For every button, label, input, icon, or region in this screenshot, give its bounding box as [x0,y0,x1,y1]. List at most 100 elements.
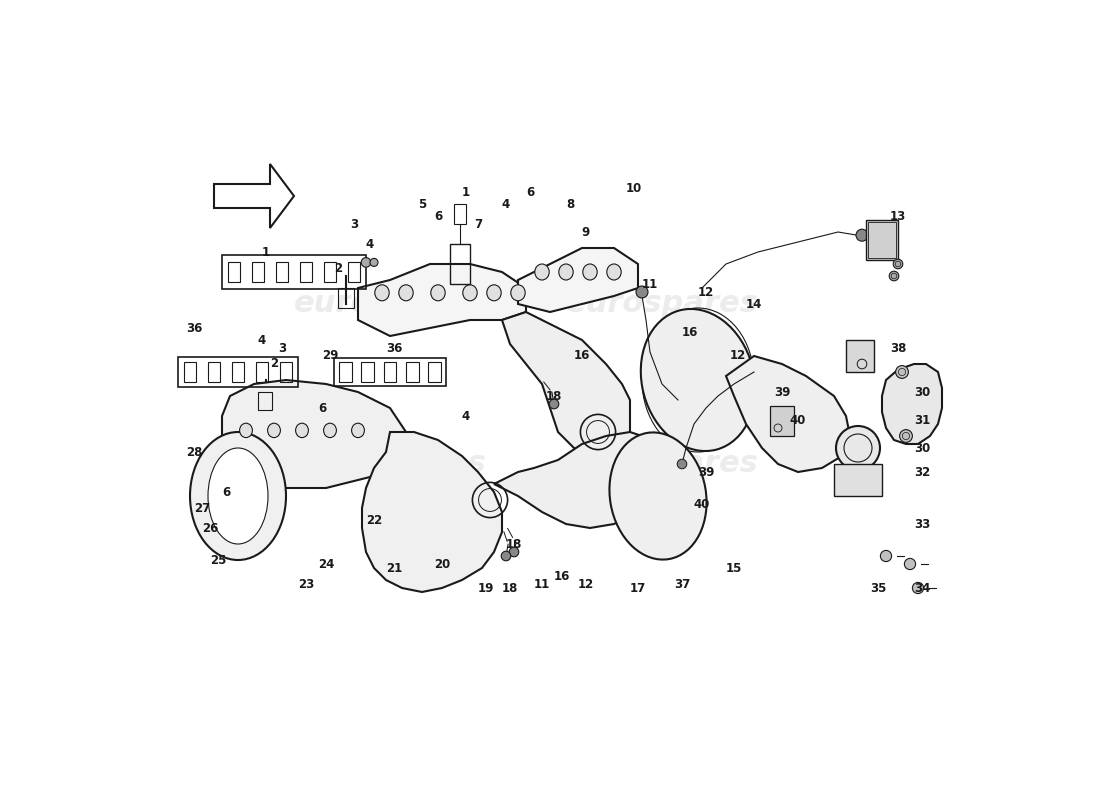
Bar [258,392,273,410]
Text: 17: 17 [630,582,646,594]
Text: 28: 28 [186,446,202,458]
Bar [276,262,288,282]
Text: 22: 22 [366,514,382,526]
Text: 3: 3 [350,218,359,230]
Text: 6: 6 [433,210,442,222]
Ellipse shape [636,286,648,298]
Text: 12: 12 [730,350,746,362]
Bar [222,255,366,289]
Text: 4: 4 [257,334,266,346]
Text: 10: 10 [626,182,642,194]
Text: 36: 36 [186,322,202,334]
Text: 19: 19 [477,582,494,594]
Ellipse shape [323,423,337,438]
Polygon shape [222,380,406,488]
Bar [868,222,896,258]
Text: 39: 39 [773,386,790,398]
Text: eurospares: eurospares [566,290,759,318]
Ellipse shape [836,426,880,470]
Bar [384,362,396,382]
Text: 35: 35 [870,582,887,594]
Ellipse shape [893,259,903,269]
Text: 37: 37 [674,578,690,590]
Polygon shape [358,264,526,336]
Text: 26: 26 [201,522,218,534]
Ellipse shape [904,558,915,570]
Ellipse shape [502,551,510,561]
Ellipse shape [352,423,364,438]
Polygon shape [362,432,502,592]
Bar [339,362,352,382]
Ellipse shape [510,285,525,301]
Bar [178,357,298,387]
Bar [323,262,337,282]
Text: eurospares: eurospares [294,450,486,478]
Text: 15: 15 [726,562,742,574]
Ellipse shape [240,423,252,438]
Text: 31: 31 [914,414,931,426]
Bar [361,362,374,382]
Ellipse shape [895,366,909,378]
Text: 4: 4 [366,238,374,250]
Bar [299,262,312,282]
Text: 18: 18 [502,582,518,594]
Bar [252,262,264,282]
Ellipse shape [370,258,378,266]
Text: eurospares: eurospares [566,450,759,478]
Bar [846,340,874,372]
Text: 21: 21 [386,562,403,574]
Text: 6: 6 [222,486,230,498]
Ellipse shape [190,432,286,560]
Text: 5: 5 [418,198,426,210]
Ellipse shape [361,258,371,267]
Text: 11: 11 [642,278,658,290]
Ellipse shape [856,230,868,242]
Ellipse shape [583,264,597,280]
Ellipse shape [375,285,389,301]
Bar [428,362,441,382]
Polygon shape [502,312,630,456]
Text: 25: 25 [210,554,227,566]
Bar [334,358,446,386]
Text: eurospares: eurospares [294,290,486,318]
Bar [228,262,241,282]
Ellipse shape [296,423,308,438]
Ellipse shape [267,423,280,438]
Ellipse shape [678,459,686,469]
Text: 32: 32 [914,466,931,478]
Text: 39: 39 [697,466,714,478]
Text: 23: 23 [298,578,315,590]
Ellipse shape [549,399,559,409]
Bar [866,220,898,260]
Text: 36: 36 [386,342,403,354]
Text: 29: 29 [322,350,338,362]
Bar [208,362,220,382]
Text: 1: 1 [262,246,271,258]
Text: 20: 20 [433,558,450,570]
Text: 6: 6 [318,402,326,414]
Text: 18: 18 [546,390,562,402]
Text: 14: 14 [746,298,762,310]
Ellipse shape [900,430,912,442]
Text: 2: 2 [270,358,278,370]
Ellipse shape [399,285,414,301]
Text: 40: 40 [790,414,806,426]
Ellipse shape [889,271,899,281]
Text: 3: 3 [278,342,286,354]
Polygon shape [214,164,294,228]
Text: 4: 4 [462,410,470,422]
Ellipse shape [641,309,756,451]
Bar [338,288,354,308]
Ellipse shape [463,285,477,301]
Text: 16: 16 [553,570,570,582]
Text: 30: 30 [914,442,931,454]
Text: 40: 40 [694,498,711,510]
Text: 27: 27 [194,502,210,514]
Text: 38: 38 [890,342,906,354]
Polygon shape [726,356,850,472]
Text: 16: 16 [682,326,698,338]
Bar [232,362,244,382]
Polygon shape [882,364,942,444]
Text: 6: 6 [526,186,535,198]
Bar [279,362,293,382]
